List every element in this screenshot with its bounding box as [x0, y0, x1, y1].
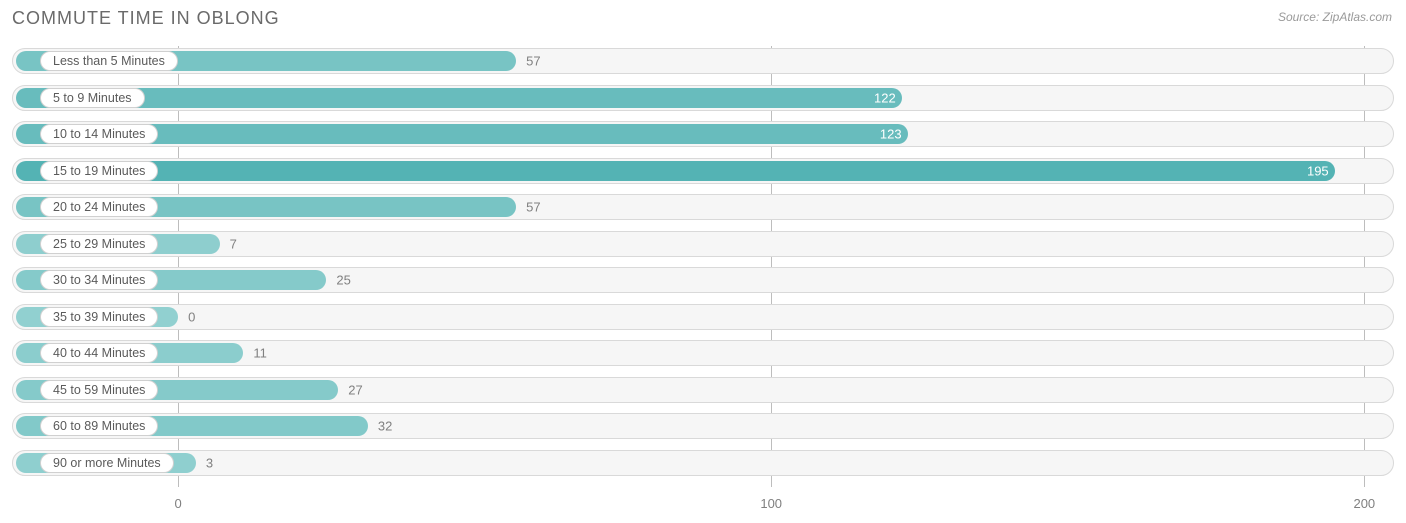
bar-track [12, 304, 1394, 330]
bar-value-label: 7 [230, 236, 237, 251]
chart-source: Source: ZipAtlas.com [1278, 10, 1392, 24]
bar-category-label: 30 to 34 Minutes [40, 270, 158, 290]
bar-category-label: 45 to 59 Minutes [40, 380, 158, 400]
bar-value-label: 3 [206, 455, 213, 470]
x-axis-tick-label: 100 [760, 496, 782, 511]
bar-row: 35 to 39 Minutes 0 [12, 302, 1394, 332]
bar-value-label: 122 [874, 90, 896, 105]
bar-fill [16, 161, 1335, 181]
bar-row: 40 to 44 Minutes 11 [12, 338, 1394, 368]
bar-row: 20 to 24 Minutes 57 [12, 192, 1394, 222]
bar-value-label: 123 [880, 127, 902, 142]
bar-row: 10 to 14 Minutes 123 [12, 119, 1394, 149]
bar-category-label: 35 to 39 Minutes [40, 307, 158, 327]
bar-category-label: 5 to 9 Minutes [40, 88, 145, 108]
bar-row: 25 to 29 Minutes 7 [12, 229, 1394, 259]
bar-category-label: 20 to 24 Minutes [40, 197, 158, 217]
bar-row: 90 or more Minutes 3 [12, 448, 1394, 478]
bar-value-label: 27 [348, 382, 362, 397]
bar-category-label: 90 or more Minutes [40, 453, 174, 473]
plot-area: 0100200Less than 5 Minutes575 to 9 Minut… [12, 46, 1394, 487]
bar-track [12, 450, 1394, 476]
bar-value-label: 32 [378, 419, 392, 434]
bar-row: 15 to 19 Minutes 195 [12, 156, 1394, 186]
bar-row: 5 to 9 Minutes 122 [12, 83, 1394, 113]
bar-row: 60 to 89 Minutes 32 [12, 411, 1394, 441]
bar-row: 30 to 34 Minutes 25 [12, 265, 1394, 295]
bar-category-label: 25 to 29 Minutes [40, 234, 158, 254]
bar-value-label: 0 [188, 309, 195, 324]
bar-value-label: 57 [526, 54, 540, 69]
commute-chart: COMMUTE TIME IN OBLONG Source: ZipAtlas.… [0, 0, 1406, 523]
x-axis-tick-label: 0 [174, 496, 181, 511]
bar-value-label: 195 [1307, 163, 1329, 178]
bar-fill [16, 88, 902, 108]
bar-row: 45 to 59 Minutes 27 [12, 375, 1394, 405]
bar-row: Less than 5 Minutes 57 [12, 46, 1394, 76]
bar-category-label: 15 to 19 Minutes [40, 161, 158, 181]
x-axis-tick-label: 200 [1353, 496, 1375, 511]
bar-category-label: Less than 5 Minutes [40, 51, 178, 71]
bar-category-label: 40 to 44 Minutes [40, 343, 158, 363]
bar-category-label: 10 to 14 Minutes [40, 124, 158, 144]
bar-value-label: 25 [336, 273, 350, 288]
bar-value-label: 57 [526, 200, 540, 215]
chart-title: COMMUTE TIME IN OBLONG [12, 8, 280, 29]
bar-value-label: 11 [253, 346, 267, 361]
bar-category-label: 60 to 89 Minutes [40, 416, 158, 436]
